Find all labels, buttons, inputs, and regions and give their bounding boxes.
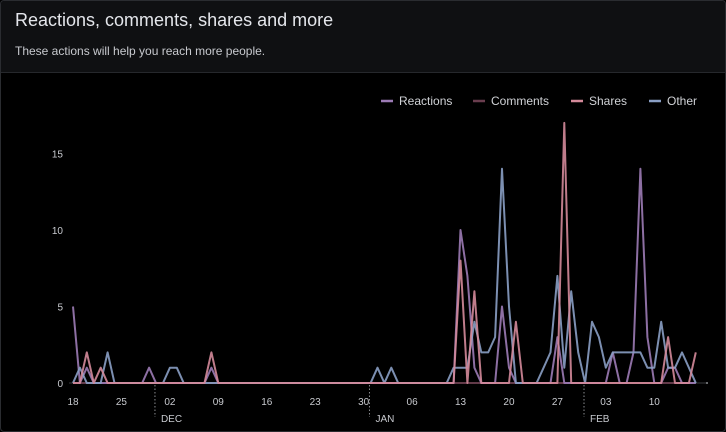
legend-item-shares: Shares [571, 94, 627, 108]
x-tick-label: 10 [649, 397, 661, 408]
line-chart: Reactions Comments Shares Other 0 5 10 15 18 25… [52, 94, 708, 425]
card-title: Reactions, comments, shares and more [15, 10, 334, 30]
x-tick-label: 23 [310, 397, 322, 408]
x-tick-label: 25 [116, 397, 128, 408]
card-subtitle: These actions will help you reach more p… [15, 44, 266, 58]
month-label: JAN [375, 414, 394, 425]
x-tick-label: 18 [67, 397, 79, 408]
y-tick-label: 0 [57, 379, 63, 390]
axis-end-marker [706, 382, 708, 384]
x-tick-label: 27 [552, 397, 564, 408]
series-line-other [72, 167, 697, 384]
x-tick-label: 03 [600, 397, 612, 408]
x-tick-label: 06 [407, 397, 419, 408]
legend-label: Comments [491, 94, 549, 108]
legend-label: Other [667, 94, 697, 108]
month-label: DEC [161, 414, 182, 425]
y-axis: 0 5 10 15 [52, 150, 64, 391]
x-tick-label: 13 [455, 397, 467, 408]
x-tick-label: 20 [503, 397, 515, 408]
legend-item-comments: Comments [473, 94, 549, 108]
x-tick-label: 02 [164, 397, 176, 408]
series-lines [72, 121, 697, 384]
x-tick-label: 30 [358, 397, 370, 408]
legend-item-other: Other [649, 94, 697, 108]
legend-label: Shares [589, 94, 627, 108]
x-tick-label: 16 [261, 397, 273, 408]
card-header: Reactions, comments, shares and more The… [1, 1, 725, 73]
x-tick-label: 09 [213, 397, 225, 408]
chart-legend: Reactions Comments Shares Other [381, 94, 697, 108]
x-axis: 18 25 02 09 16 23 30 06 13 20 27 03 10 DEC JAN FEB [67, 382, 708, 425]
legend-item-reactions: Reactions [381, 94, 452, 108]
legend-label: Reactions [399, 94, 452, 108]
y-tick-label: 5 [57, 303, 63, 314]
y-tick-label: 15 [52, 150, 64, 161]
series-line-shares [73, 121, 697, 384]
month-label: FEB [590, 414, 610, 425]
y-tick-label: 10 [52, 226, 64, 237]
